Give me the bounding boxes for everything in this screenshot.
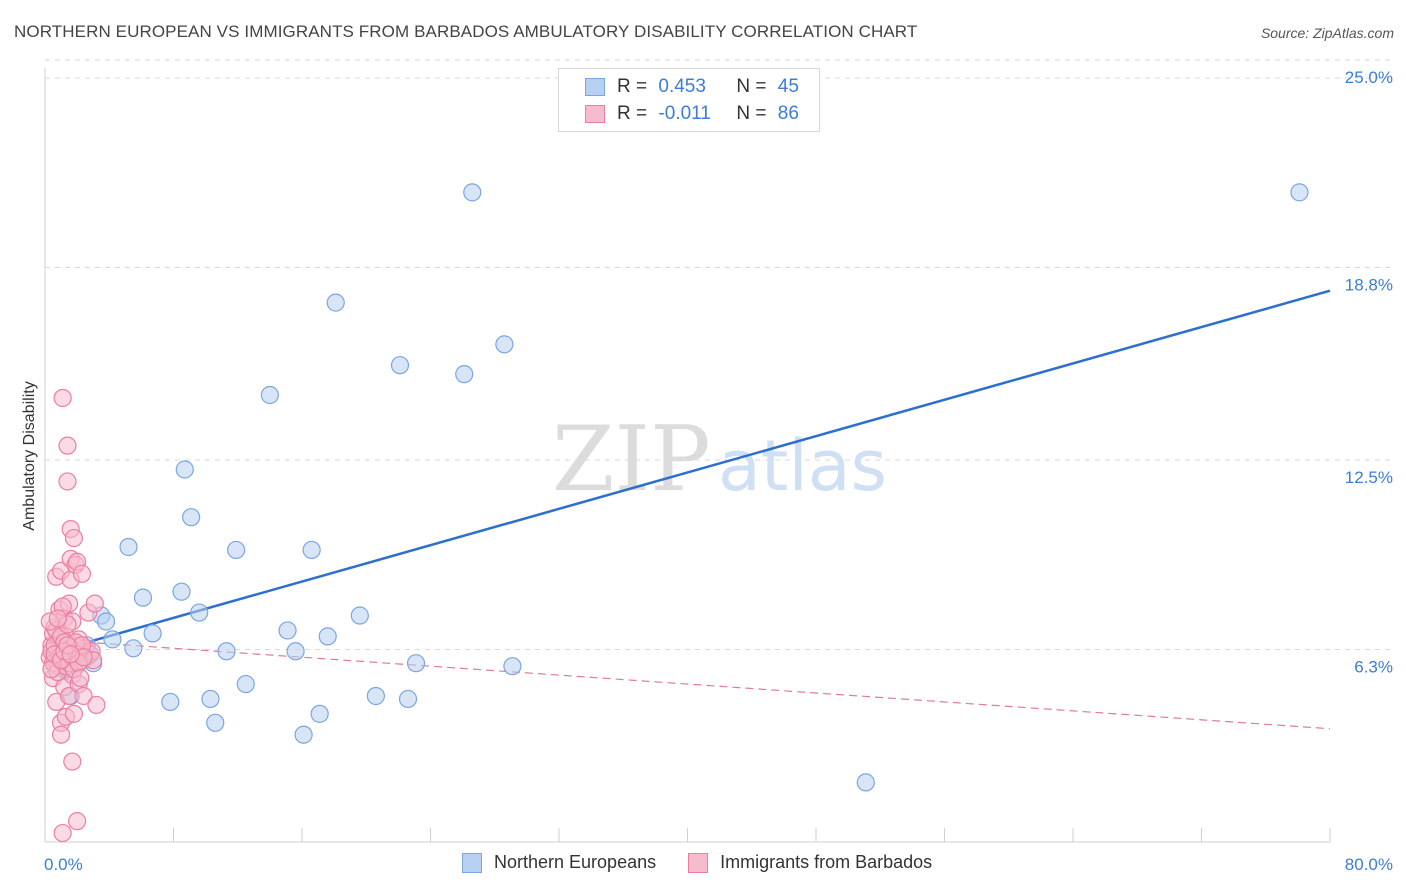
series-pink [40,388,106,843]
legend-row-blue: R = 0.453 N = 45 [585,74,799,100]
y-tick-label: 25.0% [1345,68,1393,87]
data-point-blue [161,692,180,712]
data-point-blue [455,365,474,384]
legend: R = 0.453 N = 45 R = -0.011 N = 86 [558,68,820,132]
data-point-blue [124,639,143,658]
data-point-blue [227,540,246,560]
y-axis-label: Ambulatory Disability [21,381,38,530]
data-point-blue [326,293,345,312]
data-point-blue [406,654,426,673]
legend-row-pink: R = -0.011 N = 86 [585,101,799,127]
legend-r-label: R = [617,103,648,124]
data-point-blue [103,630,122,649]
data-point-blue [119,537,138,557]
data-point-pink [87,695,106,715]
data-point-blue [206,713,225,732]
bottom-legend-item-pink[interactable]: Immigrants from Barbados [688,852,932,873]
legend-r-value: -0.011 [658,103,711,124]
bottom-legend-swatch-pink [688,852,709,873]
data-point-pink [61,645,80,664]
axes [44,68,1331,843]
data-point-blue [503,657,522,676]
data-point-blue [190,603,209,622]
data-point-blue [175,460,194,479]
data-point-pink [64,704,84,723]
legend-n-label: N = [736,76,767,97]
data-point-pink [64,528,84,548]
tick-labels: 6.3% 12.5% 18.8% 25.0% 0.0% 80.0% [44,68,1393,874]
data-point-blue [278,621,297,640]
data-point-pink [74,686,93,706]
data-point-pink [58,472,77,491]
source-label: Source: ZipAtlas.com [1260,25,1394,41]
data-point-blue [201,689,220,709]
data-point-blue [217,642,236,661]
legend-swatch-blue [585,78,605,96]
legend-r-label: R = [617,76,648,97]
data-point-blue [366,686,385,706]
legend-swatch-pink [585,105,605,123]
gridlines [45,59,1395,650]
data-point-blue [143,624,162,643]
trend-lines [44,289,1331,730]
data-point-pink [72,564,92,583]
data-point-blue [310,704,329,723]
y-tick-label: 12.5% [1345,468,1393,487]
x-tick-label: 80.0% [1345,855,1393,874]
data-point-pink [71,668,90,688]
bottom-legend-label: Northern Europeans [494,852,657,872]
data-point-blue [294,725,313,744]
bottom-legend-item-blue[interactable]: Northern Europeans [462,852,656,873]
legend-n-value: 45 [777,76,799,97]
trend-line-blue [44,289,1331,656]
data-point-blue [463,183,482,202]
data-point-pink [48,609,67,628]
chart-title: NORTHERN EUROPEAN VS IMMIGRANTS FROM BAR… [14,22,918,41]
data-point-pink [53,388,72,408]
data-point-blue [1290,183,1309,202]
data-point-blue [495,335,514,354]
data-point-blue [172,582,191,601]
legend-n-label: N = [736,103,767,124]
y-tick-label: 18.8% [1345,275,1393,294]
data-point-blue [302,540,321,560]
data-point-blue [260,385,279,405]
data-point-blue [856,773,875,792]
data-point-blue [390,356,410,375]
bottom-legend-swatch-blue [462,852,482,873]
data-point-pink [51,725,71,744]
data-point-blue [318,627,337,646]
bottom-legend: Northern Europeans Immigrants from Barba… [462,852,964,873]
watermark-zip: ZIP [552,407,711,512]
trend-line-pink [44,638,1331,730]
data-point-blue [350,606,369,625]
data-point-blue [236,674,255,694]
data-points [40,183,1309,843]
data-point-pink [68,812,87,831]
watermark: ZIP atlas [552,407,887,512]
x-tick-label: 0.0% [44,855,83,874]
legend-r-value: 0.453 [658,76,706,97]
watermark-atlas: atlas [718,425,887,507]
data-point-pink [85,594,104,613]
bottom-legend-label: Immigrants from Barbados [720,852,933,872]
legend-n-value: 86 [777,103,799,124]
y-tick-label: 6.3% [1354,657,1393,676]
data-point-pink [53,823,72,843]
data-point-blue [96,612,116,631]
data-point-pink [63,752,82,771]
data-point-blue [133,588,153,607]
data-point-pink [58,436,77,455]
data-point-blue [286,642,305,661]
data-point-blue [182,508,201,527]
data-point-blue [398,689,418,709]
